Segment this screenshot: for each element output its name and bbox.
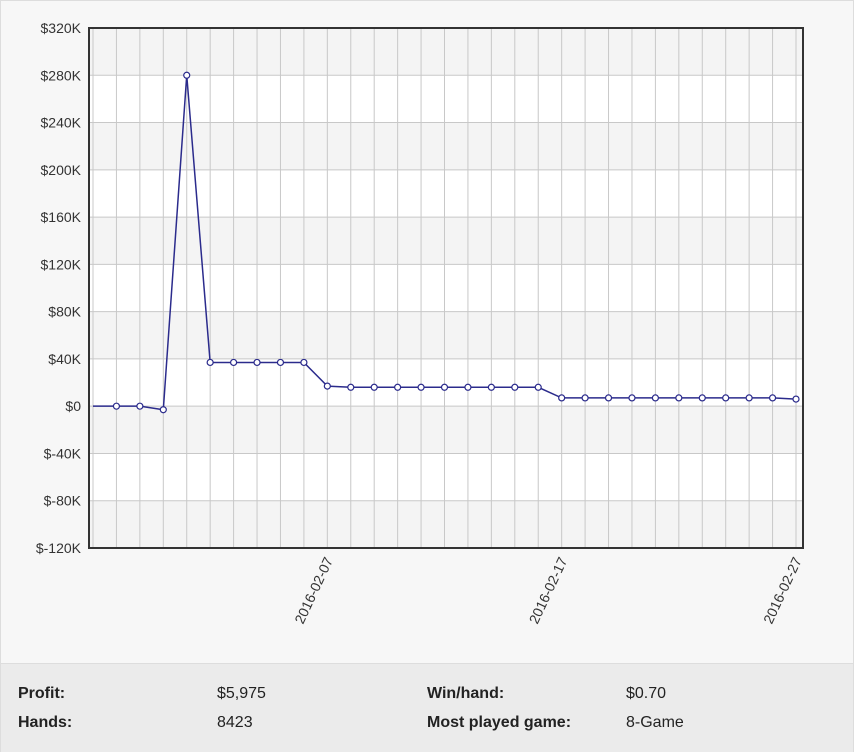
stat-label: Win/hand:: [427, 685, 505, 702]
grid-band: [89, 28, 803, 76]
data-point: [768, 394, 777, 402]
stat-label: Most played game:: [427, 714, 572, 731]
data-point: [628, 394, 636, 402]
data-point: [183, 71, 191, 79]
y-tick-label: $80K: [48, 304, 81, 320]
x-tick-label: 2016-02-17: [526, 554, 571, 626]
y-tick-label: $-40K: [44, 445, 82, 461]
y-tick-label: $280K: [41, 67, 82, 83]
data-point: [276, 358, 285, 367]
x-tick-label: 2016-02-07: [291, 554, 336, 626]
data-point: [323, 382, 331, 390]
data-point: [464, 383, 472, 391]
y-tick-label: $240K: [41, 115, 82, 131]
grid-band: [89, 217, 803, 265]
data-point: [206, 358, 214, 367]
data-point: [347, 383, 355, 391]
data-point: [558, 394, 566, 402]
y-tick-label: $40K: [48, 351, 81, 367]
data-point: [604, 394, 613, 402]
stat-value: 8-Game: [626, 714, 684, 731]
grid-band: [89, 500, 803, 548]
y-tick-label: $-120K: [36, 540, 82, 556]
data-point: [440, 383, 449, 391]
data-point: [487, 383, 495, 391]
chart: $-120K $-80K $-40K $0 $40K $80K $120K $160K $200…: [36, 20, 805, 626]
stat-label: Hands:: [18, 714, 73, 731]
y-tick-label: $320K: [41, 20, 82, 36]
data-point: [722, 394, 730, 402]
stat-value: $5,975: [217, 685, 266, 702]
plot-background: [89, 28, 803, 548]
y-tick-label: $0: [65, 398, 81, 414]
data-point: [136, 402, 144, 410]
y-tick-label: $-80K: [44, 493, 82, 509]
grid-band: [89, 311, 803, 359]
data-point: [698, 394, 706, 402]
data-point: [651, 394, 660, 402]
data-point: [745, 394, 753, 402]
data-point: [370, 383, 378, 391]
stat-value: $0.70: [626, 685, 667, 702]
grid-band: [89, 406, 803, 454]
grid-band: [89, 122, 803, 170]
y-tick-label: $120K: [41, 256, 82, 272]
data-point: [394, 383, 402, 391]
data-point: [159, 406, 167, 414]
data-point: [300, 358, 308, 367]
x-tick-label: 2016-02-27: [760, 554, 805, 626]
stats-panel: Profit: $5,975 Win/hand: $0.70 Hands: 84…: [1, 663, 853, 752]
data-point: [511, 383, 519, 391]
data-point: [112, 402, 121, 410]
data-point: [534, 383, 542, 391]
y-tick-label: $160K: [41, 209, 82, 225]
data-point: [675, 394, 683, 402]
plot-border: [88, 27, 804, 549]
data-point: [417, 383, 425, 391]
data-point: [253, 358, 261, 367]
data-point: [792, 395, 800, 403]
data-point: [581, 394, 589, 402]
stat-value: 8423: [217, 714, 253, 731]
y-tick-label: $200K: [41, 162, 82, 178]
stat-label: Profit:: [18, 685, 66, 702]
data-point: [230, 358, 238, 367]
